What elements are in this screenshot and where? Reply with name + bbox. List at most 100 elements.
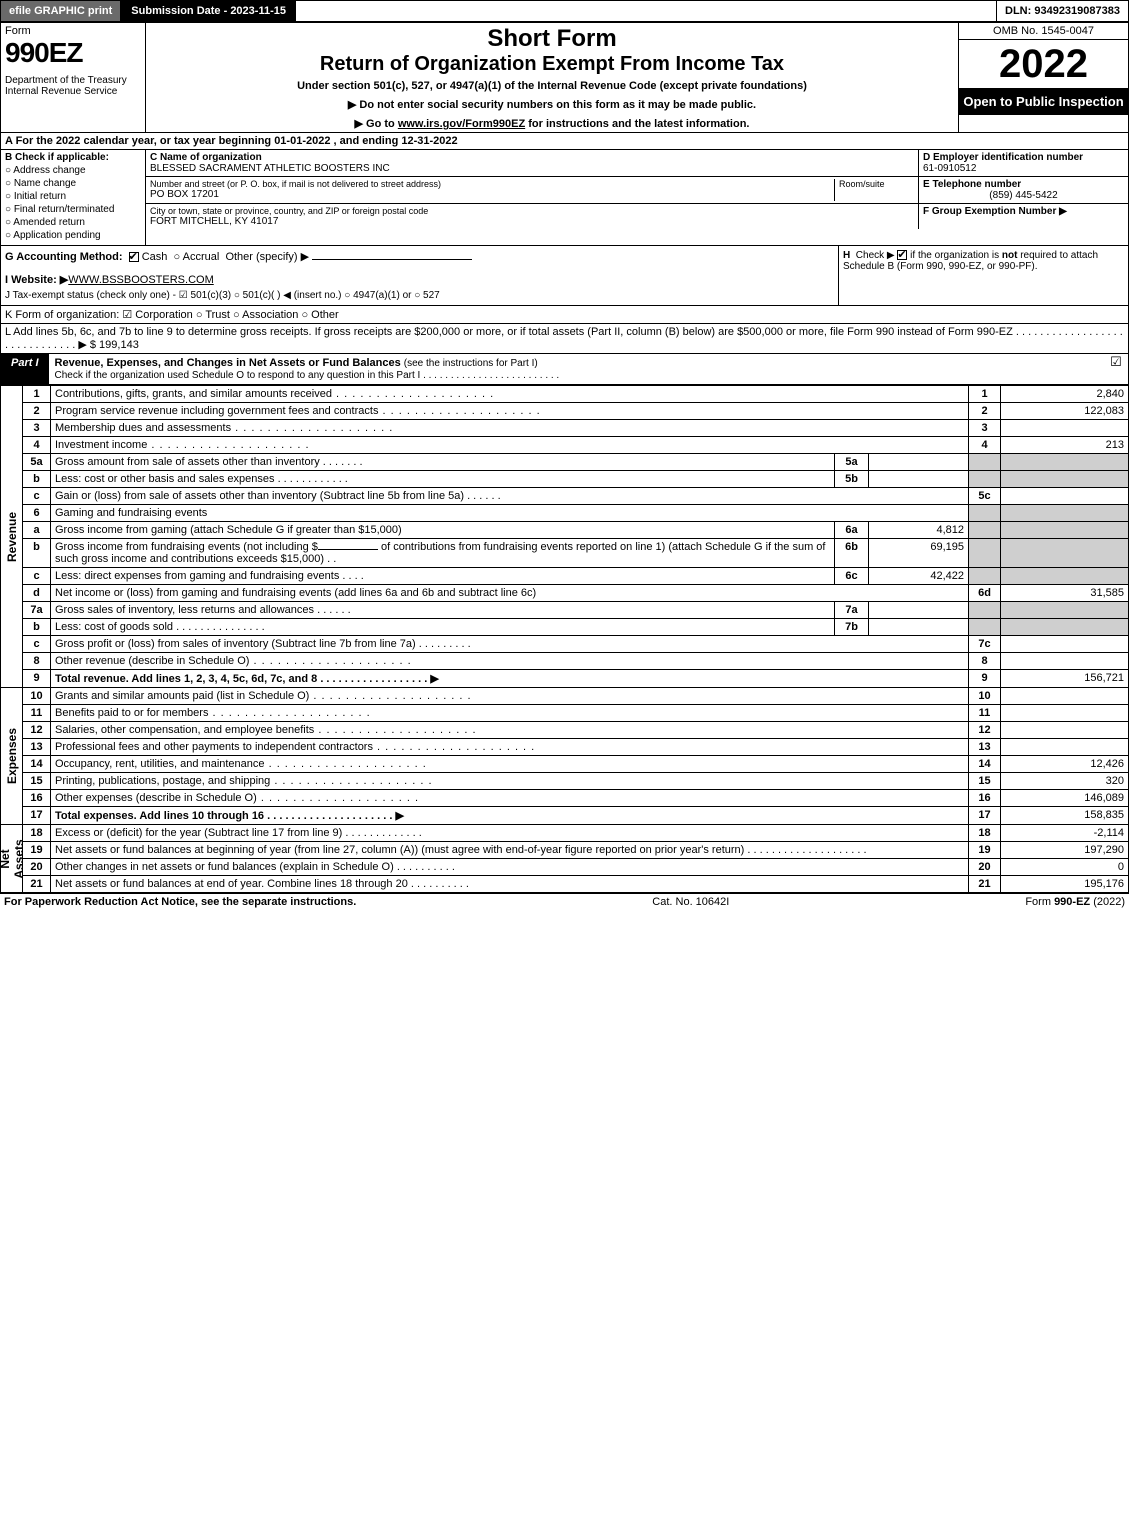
l6c-label: Less: direct expenses from gaming and fu… <box>55 570 339 582</box>
lines-table: Revenue 1 Contributions, gifts, grants, … <box>0 385 1129 893</box>
irs-link[interactable]: www.irs.gov/Form990EZ <box>398 118 525 130</box>
l13-box: 13 <box>969 739 1001 756</box>
l6d-label: Net income or (loss) from gaming and fun… <box>51 585 969 602</box>
l6b-box-grey <box>969 539 1001 568</box>
l11-num: 11 <box>23 705 51 722</box>
l7b-box-grey <box>969 619 1001 636</box>
chk-application-pending-label: Application pending <box>13 230 100 241</box>
l5a-sub: 5a <box>835 454 869 471</box>
l6a-sub: 6a <box>835 522 869 539</box>
l10-box: 10 <box>969 688 1001 705</box>
l15-box: 15 <box>969 773 1001 790</box>
l6b-label-pre: Gross income from fundraising events (no… <box>55 541 318 553</box>
l5c-label: Gain or (loss) from sale of assets other… <box>55 490 464 502</box>
form-word: Form <box>5 25 141 37</box>
l6a-label: Gross income from gaming (attach Schedul… <box>51 522 835 539</box>
l3-num: 3 <box>23 420 51 437</box>
l5b-sub: 5b <box>835 471 869 488</box>
l11-box: 11 <box>969 705 1001 722</box>
row-gh: G Accounting Method: Cash ○ Accrual Othe… <box>0 246 1129 306</box>
section-bcdef: B Check if applicable: ○ Address change … <box>0 150 1129 246</box>
l4-num: 4 <box>23 437 51 454</box>
l8-num: 8 <box>23 653 51 670</box>
l4-amt: 213 <box>1001 437 1129 454</box>
open-inspection: Open to Public Inspection <box>959 88 1128 115</box>
l6b-sub: 6b <box>835 539 869 568</box>
omb-number: OMB No. 1545-0047 <box>959 23 1128 40</box>
l13-num: 13 <box>23 739 51 756</box>
l8-amt <box>1001 653 1129 670</box>
l13-amt <box>1001 739 1129 756</box>
l7c-box: 7c <box>969 636 1001 653</box>
l7a-label: Gross sales of inventory, less returns a… <box>55 604 314 616</box>
l5b-box-grey <box>969 471 1001 488</box>
l6b-subval: 69,195 <box>869 539 969 568</box>
part1-subtitle: (see the instructions for Part I) <box>404 358 538 369</box>
l12-box: 12 <box>969 722 1001 739</box>
chk-application-pending[interactable]: ○ Application pending <box>5 230 141 241</box>
l17-box: 17 <box>969 807 1001 825</box>
l2-label: Program service revenue including govern… <box>55 405 378 417</box>
l7c-amt <box>1001 636 1129 653</box>
l18-num: 18 <box>23 825 51 842</box>
under-section: Under section 501(c), 527, or 4947(a)(1)… <box>150 80 954 92</box>
top-bar: efile GRAPHIC print Submission Date - 20… <box>0 0 1129 22</box>
chk-cash[interactable] <box>129 252 139 262</box>
l17-num: 17 <box>23 807 51 825</box>
l9-label: Total revenue. Add lines 1, 2, 3, 4, 5c,… <box>55 673 439 685</box>
revenue-side: Revenue <box>1 386 23 688</box>
l16-label: Other expenses (describe in Schedule O) <box>55 792 257 804</box>
chk-final-return-label: Final return/terminated <box>14 204 115 215</box>
l19-label: Net assets or fund balances at beginning… <box>55 844 744 856</box>
l6a-num: a <box>23 522 51 539</box>
l9-num: 9 <box>23 670 51 688</box>
instr-goto: ▶ Go to www.irs.gov/Form990EZ for instru… <box>150 117 954 130</box>
chk-final-return[interactable]: ○ Final return/terminated <box>5 204 141 215</box>
l7b-subval <box>869 619 969 636</box>
l6-box-grey <box>969 505 1001 522</box>
chk-amended-return[interactable]: ○ Amended return <box>5 217 141 228</box>
addr-label: Number and street (or P. O. box, if mail… <box>150 179 834 189</box>
l16-box: 16 <box>969 790 1001 807</box>
l6d-amt: 31,585 <box>1001 585 1129 602</box>
g-other-field[interactable] <box>312 259 472 260</box>
chk-name-change-label: Name change <box>14 178 76 189</box>
chk-address-change[interactable]: ○ Address change <box>5 165 141 176</box>
l19-num: 19 <box>23 842 51 859</box>
l3-box: 3 <box>969 420 1001 437</box>
l2-num: 2 <box>23 403 51 420</box>
chk-initial-return[interactable]: ○ Initial return <box>5 191 141 202</box>
g-cash: Cash <box>142 251 168 263</box>
part1-header: Part I Revenue, Expenses, and Changes in… <box>0 354 1129 385</box>
l10-label: Grants and similar amounts paid (list in… <box>55 690 309 702</box>
footer-left: For Paperwork Reduction Act Notice, see … <box>4 896 356 908</box>
l6b-blank[interactable] <box>318 549 378 550</box>
l9-amt: 156,721 <box>1001 670 1129 688</box>
part1-check[interactable]: ☑ <box>1104 354 1128 384</box>
l6c-amt-grey <box>1001 568 1129 585</box>
col-b-title: B Check if applicable: <box>5 152 141 163</box>
chk-initial-return-label: Initial return <box>14 191 66 202</box>
g-accrual: Accrual <box>183 251 220 263</box>
l14-label: Occupancy, rent, utilities, and maintena… <box>55 758 265 770</box>
l16-amt: 146,089 <box>1001 790 1129 807</box>
g-other: Other (specify) ▶ <box>225 251 309 263</box>
chk-name-change[interactable]: ○ Name change <box>5 178 141 189</box>
org-name: BLESSED SACRAMENT ATHLETIC BOOSTERS INC <box>150 163 914 174</box>
l6b-num: b <box>23 539 51 568</box>
dln-label: DLN: 93492319087383 <box>997 1 1128 21</box>
l5c-num: c <box>23 488 51 505</box>
l10-num: 10 <box>23 688 51 705</box>
website-value[interactable]: WWW.BSSBOOSTERS.COM <box>68 274 213 286</box>
col-g: G Accounting Method: Cash ○ Accrual Othe… <box>1 246 838 305</box>
part1-checkline: Check if the organization used Schedule … <box>55 370 560 381</box>
l6a-box-grey <box>969 522 1001 539</box>
l20-num: 20 <box>23 859 51 876</box>
chk-schedule-b[interactable] <box>897 250 907 260</box>
instr-goto-prefix: ▶ Go to <box>355 118 398 130</box>
l14-num: 14 <box>23 756 51 773</box>
g-label: G Accounting Method: <box>5 251 123 263</box>
l7a-box-grey <box>969 602 1001 619</box>
efile-print-button[interactable]: efile GRAPHIC print <box>1 1 121 21</box>
l9-box: 9 <box>969 670 1001 688</box>
